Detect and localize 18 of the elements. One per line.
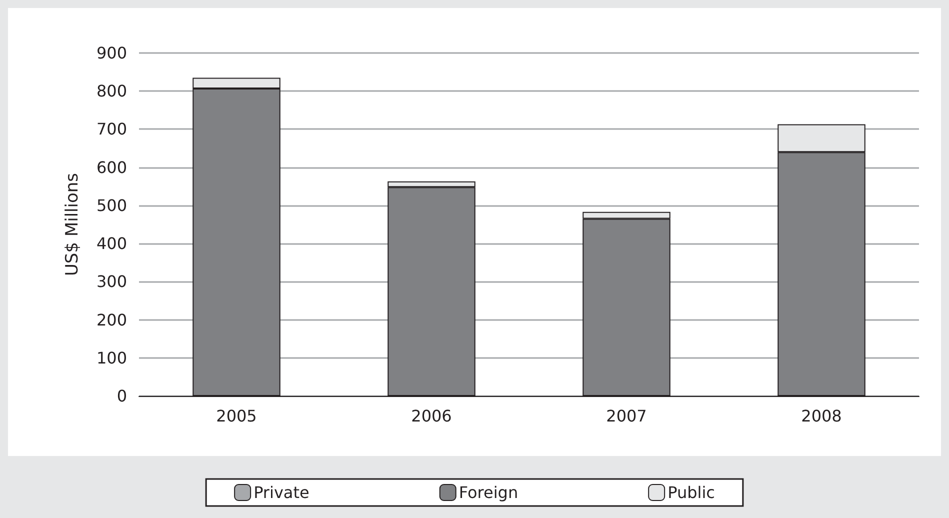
- y-axis-title: US$ Millions: [62, 172, 82, 276]
- y-tick-label: 100: [96, 348, 127, 368]
- y-tick-label: 300: [96, 272, 127, 292]
- y-tick-label: 700: [96, 120, 127, 139]
- x-tick-label: 2008: [801, 406, 842, 426]
- x-tick-label: 2007: [606, 406, 647, 426]
- y-tick-label: 400: [96, 234, 127, 254]
- y-tick-label: 800: [96, 82, 127, 101]
- legend-label: Private: [254, 483, 310, 502]
- y-tick-label: 0: [116, 386, 127, 406]
- x-tick-label: 2005: [216, 406, 257, 426]
- legend-label: Foreign: [458, 483, 518, 502]
- y-tick-label: 900: [96, 44, 127, 62]
- y-tick-label: 500: [96, 196, 127, 215]
- y-tick-label: 200: [96, 310, 127, 330]
- y-tick-label: 600: [96, 158, 127, 177]
- legend-label: Public: [668, 483, 715, 502]
- x-tick-label: 2006: [411, 406, 452, 426]
